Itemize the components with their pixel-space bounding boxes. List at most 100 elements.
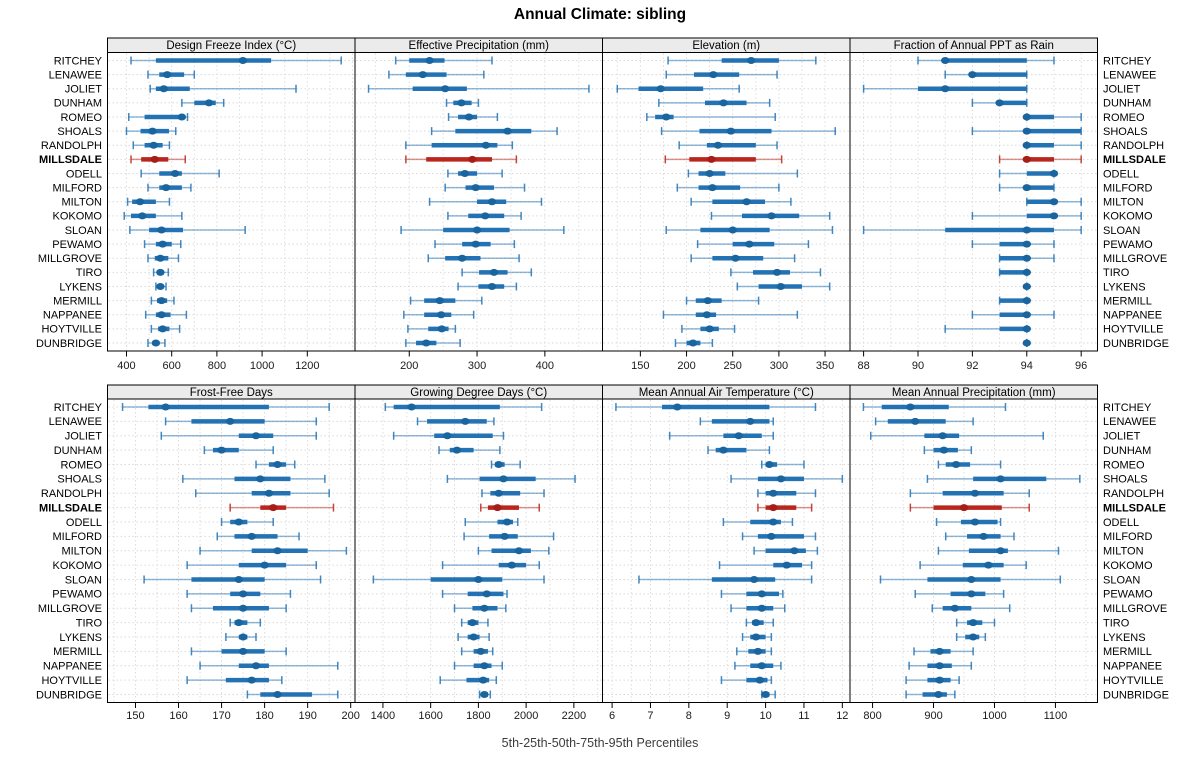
median-dot — [256, 475, 265, 483]
median-dot — [478, 676, 488, 684]
interval-kokomo — [123, 211, 183, 220]
median-dot — [968, 71, 977, 79]
interval-ritchey — [667, 56, 817, 65]
median-dot — [1022, 339, 1031, 347]
median-dot — [703, 297, 712, 305]
interval-joliet — [392, 431, 505, 440]
axis-tick-label: 2200 — [562, 710, 586, 722]
median-dot — [968, 619, 978, 627]
interval-milton — [753, 546, 819, 555]
interval-hoytville — [407, 324, 457, 333]
axis-tick-label: 7 — [647, 710, 653, 722]
x-axis: 150 160 170 180 190 200 — [126, 702, 360, 722]
interval-tiro — [461, 268, 533, 277]
series-label-right-dunham: DUNHAM — [1103, 445, 1151, 457]
median-dot — [1022, 184, 1031, 192]
series-label-right-milton: MILTON — [1103, 546, 1144, 558]
axis-tick-label: 150 — [126, 710, 144, 722]
median-dot — [464, 113, 474, 121]
series-label-left-kokomo: KOKOMO — [52, 560, 102, 572]
median-dot — [734, 432, 743, 440]
series-label-right-millgrove: MILLGROVE — [1103, 603, 1167, 615]
interval-milton — [477, 546, 550, 555]
interval-millsdale — [998, 155, 1082, 164]
median-dot — [935, 647, 944, 655]
median-dot — [234, 518, 243, 526]
axis-tick-label: 400 — [117, 360, 135, 372]
median-dot — [757, 590, 766, 598]
median-dot — [487, 198, 497, 206]
interval-dunham — [658, 98, 771, 107]
series-label-right-mermill: MERMILL — [1103, 646, 1152, 658]
series-label-left-tiro: TIRO — [76, 267, 103, 279]
interval-nappanee — [662, 310, 799, 319]
series-label-right-randolph: RANDOLPH — [1103, 140, 1164, 152]
x-axis: 200 300 400 — [400, 351, 554, 372]
panel-effective-precipitation-mm: Effective Precipitation (mm) 200 300 400 — [354, 37, 603, 372]
median-dot — [407, 403, 416, 411]
median-dot — [480, 691, 489, 698]
median-dot — [247, 676, 256, 684]
interval-pewamo — [696, 240, 810, 249]
median-dot — [440, 85, 450, 93]
median-dot — [968, 633, 978, 641]
median-dot — [161, 403, 170, 411]
series-label-right-millsdale: MILLSDALE — [1103, 154, 1166, 166]
figure-title: Annual Climate: sibling — [513, 6, 687, 23]
median-dot — [995, 99, 1004, 107]
interval-pewamo — [914, 589, 1005, 598]
series-label-left-millgrove: MILLGROVE — [38, 603, 102, 615]
series-label-right-romeo: ROMEO — [1103, 112, 1145, 124]
interval-shoals — [125, 127, 177, 136]
interval-tiro — [955, 618, 996, 627]
figure-caption: 5th-25th-50th-75th-95th Percentiles — [501, 736, 699, 750]
interval-joliet — [862, 84, 1028, 93]
interval-randolph — [909, 489, 1030, 498]
median-dot — [1022, 268, 1031, 276]
interval-ritchey — [615, 403, 817, 411]
median-dot — [481, 141, 491, 149]
median-dot — [1049, 198, 1059, 206]
median-dot — [767, 212, 776, 220]
series-label-left-ritchey: RITCHEY — [54, 402, 103, 414]
median-dot — [765, 461, 774, 468]
median-dot — [970, 518, 980, 526]
median-dot — [751, 619, 761, 627]
interval-nappanee — [144, 310, 188, 319]
interval-romeo — [937, 460, 1002, 469]
median-dot — [938, 432, 947, 440]
series-label-left-dunham: DUNHAM — [54, 445, 102, 457]
median-dot — [158, 240, 167, 248]
median-dot — [157, 297, 166, 305]
median-dot — [935, 662, 944, 670]
series-label-left-randolph: RANDOLPH — [41, 488, 102, 500]
median-dot — [238, 604, 248, 612]
series-label-left-lykens: LYKENS — [59, 281, 102, 293]
axis-tick-label: 200 — [677, 360, 695, 372]
median-dot — [489, 268, 499, 276]
series-label-right-sloan: SLOAN — [1103, 225, 1140, 237]
median-dot — [435, 297, 444, 305]
median-dot — [749, 576, 759, 583]
panel-strip-title: Growing Degree Days (°C) — [410, 387, 547, 399]
interval-dunham — [181, 98, 225, 107]
median-dot — [452, 446, 462, 454]
median-dot — [149, 141, 158, 149]
series-label-left-odell: ODELL — [66, 517, 102, 529]
panel-design-freeze-index-c: Design Freeze Index (°C) 400 600 800 1000 120… — [107, 37, 356, 372]
series-label-left-odell: ODELL — [66, 168, 102, 180]
median-dot — [751, 633, 761, 641]
interval-kokomo — [186, 561, 318, 570]
median-dot — [939, 446, 949, 454]
interval-millgrove — [427, 254, 520, 263]
median-dot — [769, 504, 778, 512]
median-dot — [264, 489, 274, 497]
series-label-left-hoytville: HOYTVILLE — [41, 675, 102, 687]
x-axis: 150 200 250 300 350 — [631, 351, 834, 372]
axis-tick-label: 1200 — [295, 360, 319, 372]
axis-tick-label: 8 — [686, 710, 692, 722]
median-dot — [1022, 297, 1031, 305]
median-dot — [204, 99, 214, 107]
median-dot — [260, 561, 269, 569]
